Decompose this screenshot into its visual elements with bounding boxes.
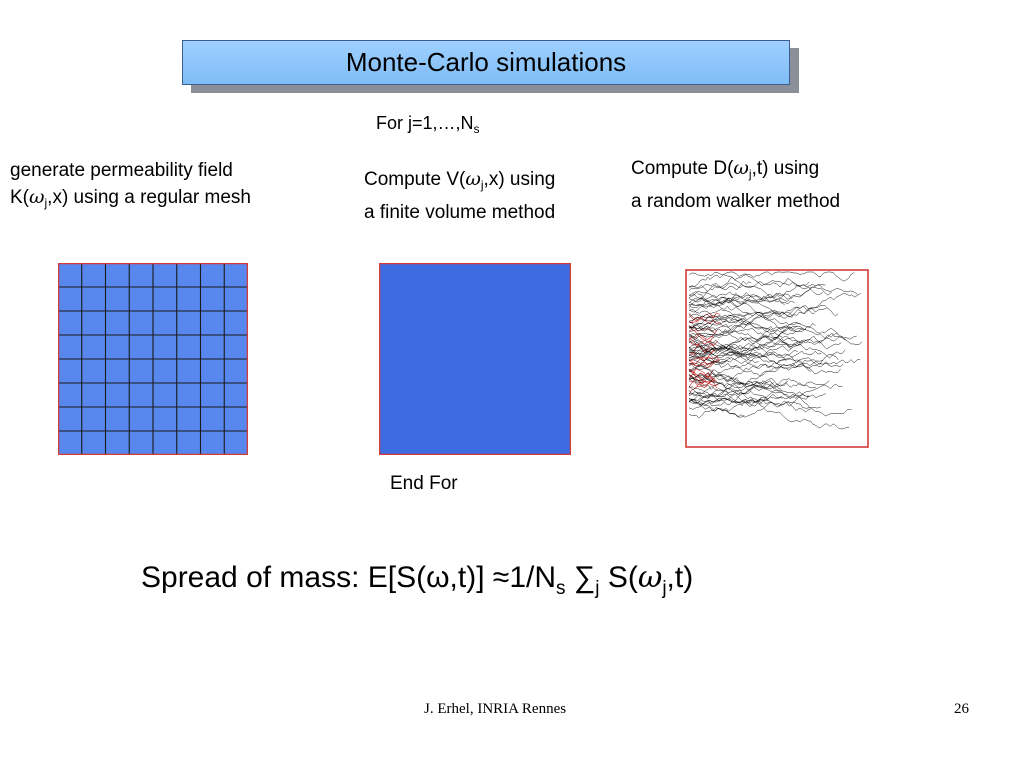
walker-trajectory [688,281,810,297]
walker-trajectory [688,396,783,419]
walker-trajectory [688,293,827,319]
loop-start: For j=1,…,Ns [376,113,480,136]
walker-trajectory [688,293,861,341]
walker-start-trace [688,329,715,343]
walker-trajectory [688,321,839,336]
walker-trajectory [688,372,810,398]
slide-title: Monte-Carlo simulations [345,47,627,77]
walker-start-trace [688,378,716,395]
walker-start-trace [688,374,718,389]
walker-start-trace [688,360,719,367]
step3-line1: Compute D(ωj,t) using [631,157,820,181]
walker-start-trace [688,314,716,324]
step2-line1: Compute V(ωj,x) using [364,168,556,192]
walker-start-trace [688,358,719,369]
walker-trajectory [688,314,749,330]
walker-trajectory [688,393,763,405]
walker-trajectory [688,291,793,318]
walker-trajectory [688,322,804,343]
walker-trajectory [688,345,740,357]
walker-trajectory [688,327,807,338]
walker-trajectory [688,384,809,400]
walker-trajectory [688,374,789,390]
walker-trajectory [688,318,863,345]
walker-trajectory [688,344,756,353]
step3-text: Compute D(ωj,t) using a random walker me… [631,155,840,215]
spread-of-mass-formula: Spread of mass: E[S(ω,t)] ≈1/Ns ∑j S(ωj,… [141,560,694,599]
title-box: Monte-Carlo simulations [182,40,790,85]
walker-trajectory [688,291,795,304]
walker-trajectory [688,337,798,358]
walker-trajectory [688,350,822,369]
walker-trajectory [688,385,741,396]
walker-trajectory [688,341,804,351]
walker-trajectory [688,280,752,291]
walker-trajectory [688,351,728,365]
permeability-field-image [58,263,248,455]
walker-trajectory [688,390,769,403]
velocity-field-image [379,263,571,455]
walker-trajectory [688,348,846,365]
walker-trajectory [688,312,816,332]
walker-trajectory [688,378,817,390]
walker-trajectory [688,363,812,387]
walker-trajectory [688,335,801,349]
walker-trajectory [688,403,745,418]
walker-start-trace [688,368,717,382]
walker-trajectory [688,271,855,282]
walker-trajectory [688,313,744,325]
page-number: 26 [954,701,969,717]
walker-trajectory [688,389,729,401]
walker-trajectory [688,333,857,357]
walker-trajectory [688,359,759,369]
walker-trajectory [688,355,824,370]
loop-end: End For [390,473,458,494]
walker-trajectory [688,286,832,307]
walker-start-trace [688,348,716,362]
step2-text: Compute V(ωj,x) using a finite volume me… [364,166,555,226]
walker-start-trace [688,340,717,354]
walker-start-trace [688,380,719,388]
step1-text: generate permeability field K(ωj,x) usin… [10,157,251,217]
walker-trajectory [688,388,821,409]
step1-line1: generate permeability field [10,160,233,181]
walker-trajectory [688,325,839,361]
walker-trajectory [688,362,841,380]
step2-line2: a finite volume method [364,202,556,223]
walker-trajectory [688,284,858,308]
walker-trajectory [688,399,850,430]
walker-trajectory [688,370,830,392]
walker-trajectory [688,336,792,354]
random-walk-image [685,269,869,448]
walker-trajectory [688,398,852,417]
footer-author: J. Erhel, INRIA Rennes [424,701,567,717]
step3-line2: a random walker method [631,191,841,212]
walker-trajectory [688,344,787,362]
walker-trajectory [688,323,733,332]
walker-trajectory [688,383,843,407]
walker-trajectory [688,305,815,321]
walker-trajectory [688,365,768,385]
step1-line2: K(ωj,x) using a regular mesh [10,186,251,210]
walker-trajectory [688,346,844,369]
